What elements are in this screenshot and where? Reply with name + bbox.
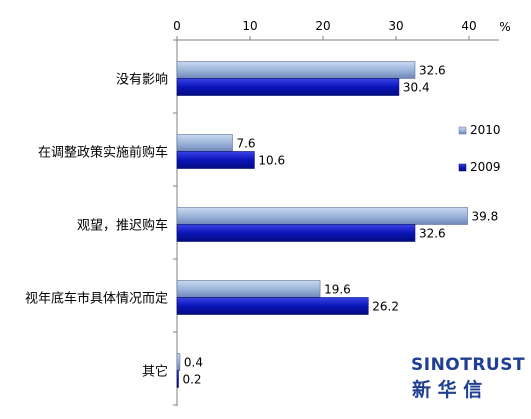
data-label: 0.2	[182, 373, 201, 387]
logo-name-en: SINOTRUST	[411, 355, 525, 375]
labels: 没有影响 32.6 30.4 在调整政策实施前购车 7.610.6 观望，推迟购车 39.8…	[25, 64, 498, 387]
bar-2009	[176, 224, 416, 242]
axes: 0 10 20 30 40%	[173, 19, 511, 406]
x-tick-label: 20	[315, 19, 330, 33]
bar-2010	[176, 280, 321, 298]
data-label: 32.6	[419, 64, 446, 78]
legend-swatch-2009	[458, 163, 467, 172]
bar-2010	[176, 134, 233, 152]
category-label: 观望，推迟购车	[77, 218, 168, 234]
data-label: 10.6	[258, 154, 285, 168]
data-label: 7.6	[236, 137, 255, 151]
category-label: 其它	[142, 364, 168, 380]
legend: 2010 2009	[458, 123, 501, 174]
data-label: 0.4	[184, 356, 203, 370]
x-tick-label: 0	[173, 19, 181, 33]
bars	[176, 61, 468, 388]
data-label: 30.4	[403, 81, 430, 95]
data-label: 19.6	[324, 283, 351, 297]
bar-2010	[176, 207, 468, 225]
logo-name-cn: 新 华 信	[412, 378, 482, 401]
legend-label-2010: 2010	[470, 123, 501, 137]
category-label: 在调整政策实施前购车	[38, 145, 168, 161]
bar-2009	[176, 370, 179, 388]
sinotrust-logo: SINOTRUST 新 华 信	[411, 355, 525, 401]
data-label: 39.8	[472, 210, 499, 224]
legend-label-2009: 2009	[470, 160, 501, 174]
x-unit-label: %	[499, 20, 510, 34]
category-label: 视年底车市具体情况而定	[25, 291, 168, 307]
data-label: 26.2	[372, 300, 399, 314]
data-label: 32.6	[419, 227, 446, 241]
x-tick-label: 10	[242, 19, 257, 33]
legend-swatch-2010	[458, 126, 467, 135]
bar-2010	[176, 61, 416, 79]
bar-2009	[176, 151, 255, 169]
bar-2009	[176, 78, 400, 96]
x-tick-label: 40	[461, 19, 476, 33]
bar-2009	[176, 297, 369, 315]
x-tick-label: 30	[388, 19, 403, 33]
category-label: 没有影响	[116, 72, 168, 88]
bar-2010	[176, 353, 181, 371]
